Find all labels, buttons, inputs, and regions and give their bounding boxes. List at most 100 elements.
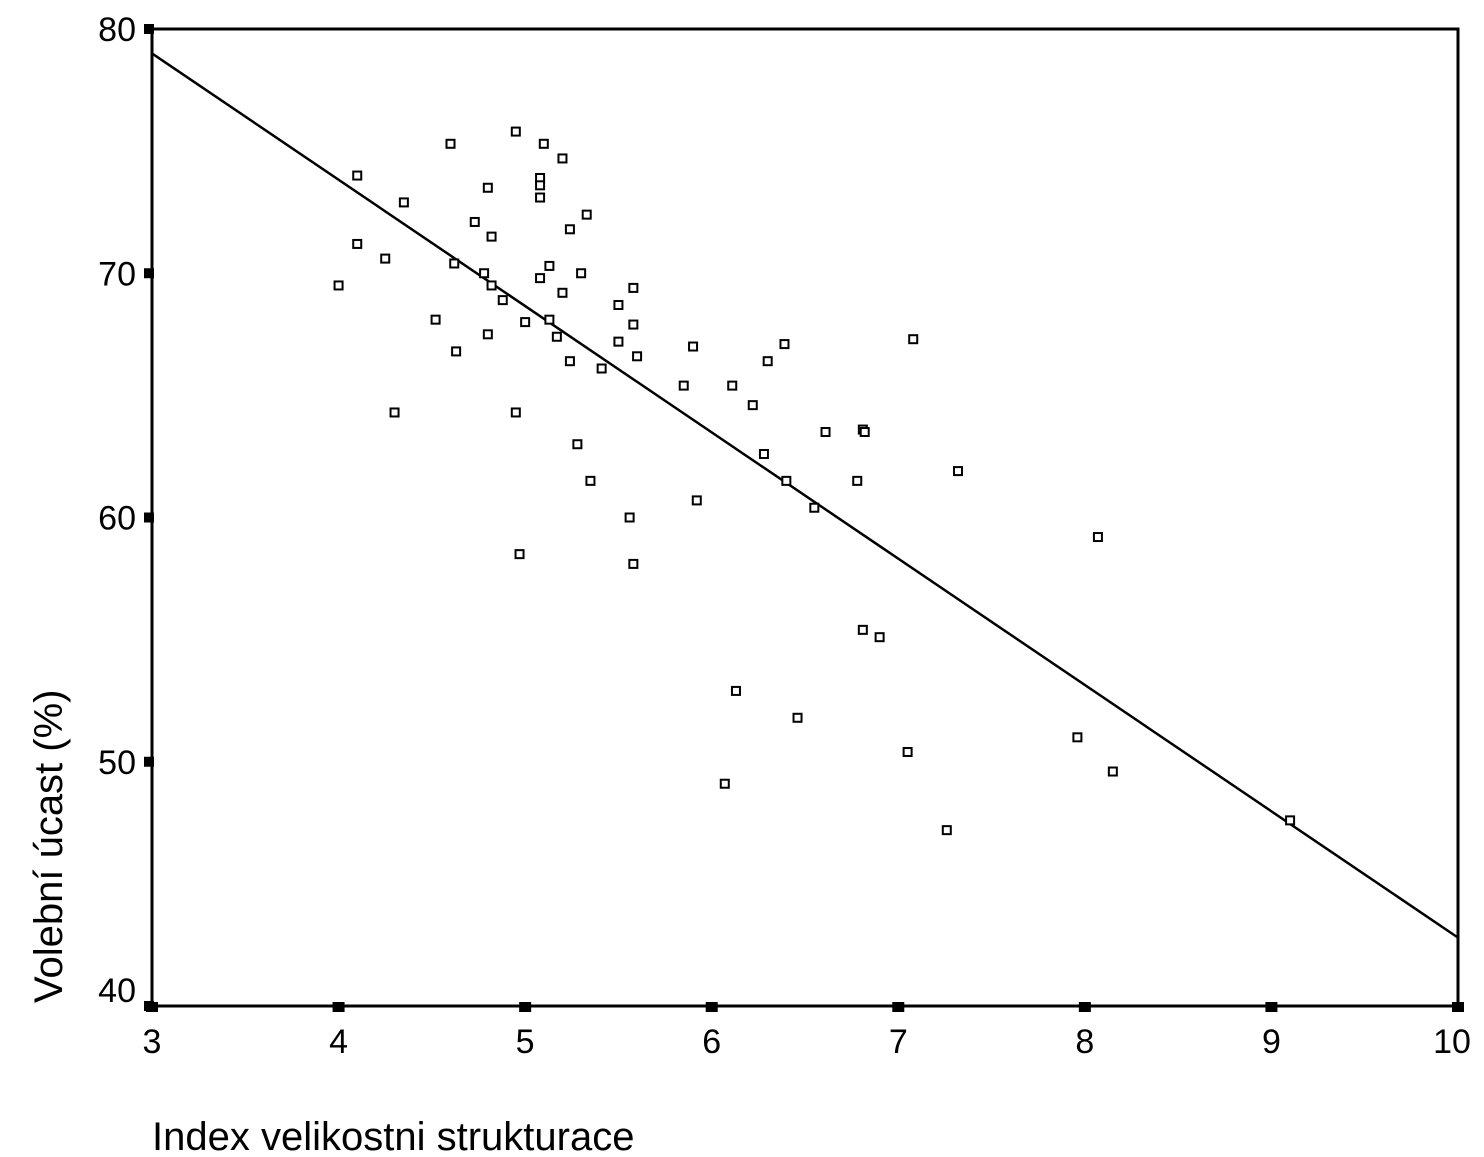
x-tick-mark	[332, 1002, 345, 1012]
x-tick-label: 6	[702, 1023, 721, 1061]
data-point	[581, 209, 592, 220]
data-point	[380, 253, 391, 264]
data-point	[859, 427, 870, 438]
data-point	[688, 341, 699, 352]
y-axis-title: Volební úcast (%)	[27, 690, 71, 1004]
data-point	[389, 407, 400, 418]
x-tick-label: 9	[1262, 1023, 1281, 1061]
x-axis-title: Index velikostni strukturace	[152, 1115, 634, 1157]
data-point	[628, 282, 639, 293]
data-point	[762, 356, 773, 367]
data-point	[486, 231, 497, 242]
data-point	[1285, 815, 1296, 826]
data-point	[535, 192, 546, 203]
y-tick-mark	[144, 512, 154, 523]
data-point	[445, 138, 456, 149]
x-axis-ticks: 3 4 5 6 7 8 9 10	[143, 1002, 1471, 1061]
y-tick-mark	[144, 24, 154, 34]
x-tick-mark	[705, 1002, 718, 1012]
data-point	[779, 339, 790, 350]
data-point	[352, 170, 363, 181]
data-point	[544, 260, 555, 271]
data-point	[482, 182, 493, 193]
data-point	[691, 495, 702, 506]
data-point	[908, 334, 919, 345]
data-point	[482, 329, 493, 340]
y-tick-mark	[144, 756, 154, 767]
data-point	[628, 319, 639, 330]
x-tick-label: 4	[329, 1023, 348, 1061]
data-point	[497, 295, 508, 306]
data-point	[730, 685, 741, 696]
data-point	[952, 466, 963, 477]
data-point	[557, 287, 568, 298]
plot-frame	[150, 27, 1460, 1008]
data-point	[479, 268, 490, 279]
data-point	[352, 238, 363, 249]
data-point	[564, 224, 575, 235]
data-point	[572, 439, 583, 450]
data-point	[719, 778, 730, 789]
data-point	[510, 126, 521, 137]
data-points	[333, 126, 1296, 836]
data-point	[557, 153, 568, 164]
data-point	[451, 346, 462, 357]
y-tick-label: 60	[98, 500, 136, 538]
data-point	[1092, 532, 1103, 543]
data-point	[857, 624, 868, 635]
y-axis-ticks: 40 50 60 70 80	[98, 11, 154, 1011]
data-point	[564, 356, 575, 367]
data-point	[792, 712, 803, 723]
y-tick-label: 80	[98, 11, 136, 49]
data-point	[576, 268, 587, 279]
x-tick-label: 10	[1433, 1023, 1471, 1061]
data-point	[613, 300, 624, 311]
data-point	[469, 216, 480, 227]
data-point	[535, 180, 546, 191]
data-point	[852, 475, 863, 486]
regression-line	[151, 52, 1459, 939]
x-tick-mark	[519, 1002, 532, 1012]
data-point	[781, 475, 792, 486]
x-tick-label: 7	[889, 1023, 908, 1061]
data-point	[941, 825, 952, 836]
data-point	[874, 632, 885, 643]
data-point	[510, 407, 521, 418]
data-point	[544, 314, 555, 325]
data-point	[551, 331, 562, 342]
x-tick-label: 5	[516, 1023, 535, 1061]
data-point	[449, 258, 460, 269]
data-point	[628, 558, 639, 569]
y-tick-label: 40	[98, 972, 136, 1010]
data-point	[902, 746, 913, 757]
x-tick-mark	[1078, 1002, 1091, 1012]
data-point	[585, 475, 596, 486]
data-point	[333, 280, 344, 291]
data-point	[727, 380, 738, 391]
data-point	[596, 363, 607, 374]
data-point	[624, 512, 635, 523]
data-point	[538, 138, 549, 149]
data-point	[486, 280, 497, 291]
data-point	[1107, 766, 1118, 777]
x-tick-mark	[892, 1002, 905, 1012]
x-tick-label: 3	[143, 1023, 162, 1061]
data-point	[809, 502, 820, 513]
data-point	[520, 317, 531, 328]
data-point	[678, 380, 689, 391]
data-point	[613, 336, 624, 347]
y-tick-label: 70	[98, 255, 136, 293]
x-tick-label: 8	[1075, 1023, 1094, 1061]
data-point	[430, 314, 441, 325]
data-point	[1072, 732, 1083, 743]
data-point	[535, 273, 546, 284]
data-point	[747, 400, 758, 411]
data-point	[758, 448, 769, 459]
x-tick-mark	[146, 1002, 158, 1012]
data-point	[514, 549, 525, 560]
x-tick-mark	[1452, 1002, 1464, 1012]
data-point	[398, 197, 409, 208]
data-point	[632, 351, 643, 362]
y-tick-label: 50	[98, 744, 136, 782]
